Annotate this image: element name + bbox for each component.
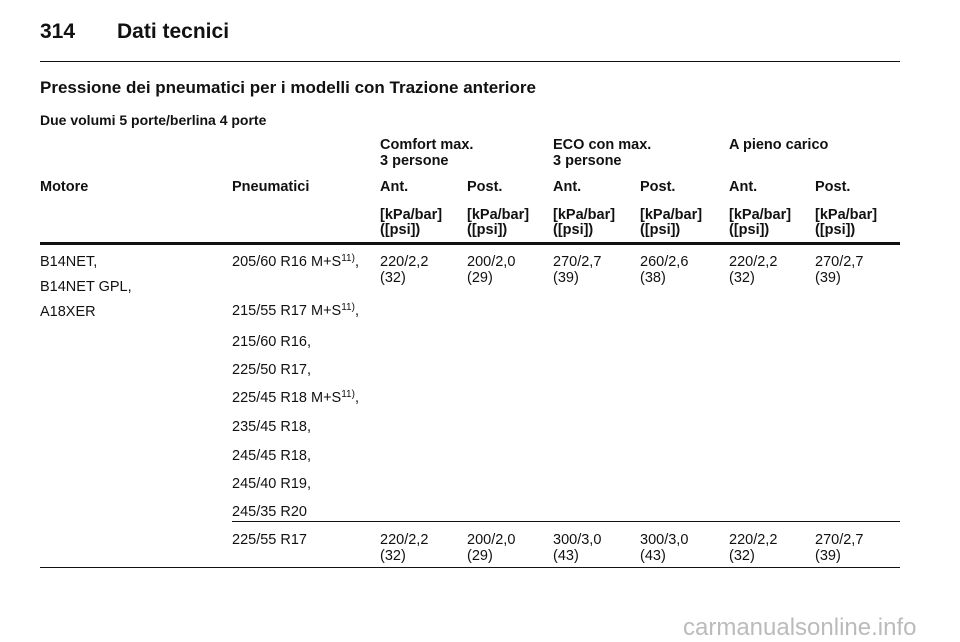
pressure-value: (32) (729, 270, 755, 286)
column-header: Post. (467, 179, 503, 195)
section-title: Pressione dei pneumatici per i modelli c… (40, 78, 536, 97)
tire-size: 225/45 R18 M+S (232, 390, 342, 406)
table-head-rule (40, 242, 900, 245)
tire: 215/55 R17 M+S11), (232, 302, 359, 320)
column-header: Post. (815, 179, 851, 195)
page-title: Dati tecnici (117, 20, 230, 43)
subtitle: Due volumi 5 porte/berlina 4 porte (40, 112, 267, 128)
pressure-value: (39) (815, 548, 841, 564)
unit-header: ([psi]) (380, 222, 421, 238)
pressure-value: (39) (815, 270, 841, 286)
pressure-value: 300/3,0 (640, 532, 689, 548)
footnote-ref: 11) (341, 389, 355, 400)
pressure-value: 260/2,6 (640, 254, 689, 270)
page-number: 314 (40, 20, 76, 43)
unit-header: [kPa/bar] (380, 207, 443, 223)
unit-header: [kPa/bar] (729, 207, 792, 223)
unit-header: [kPa/bar] (815, 207, 878, 223)
pressure-value: (32) (380, 548, 406, 564)
footnote-ref: 11) (341, 253, 355, 264)
pressure-value: (39) (553, 270, 579, 286)
tire-size: 245/40 R19, (232, 476, 312, 492)
group-header: 3 persone (553, 153, 622, 169)
pressure-value: 270/2,7 (815, 254, 864, 270)
unit-header: ([psi]) (553, 222, 594, 238)
engine: B14NET, (40, 254, 98, 270)
tire-size: 215/55 R17 M+S (232, 303, 342, 319)
tire: 225/55 R17 (232, 532, 307, 548)
tire: 215/60 R16, (232, 334, 311, 350)
group-header: ECO con max. (553, 137, 652, 153)
column-header: Motore (40, 179, 89, 195)
pressure-value: (29) (467, 548, 493, 564)
column-header: Post. (640, 179, 676, 195)
table-bottom-rule (40, 567, 900, 568)
engine: B14NET GPL, (40, 279, 132, 295)
pressure-value: 270/2,7 (553, 254, 602, 270)
tire-size: 235/45 R18, (232, 419, 312, 435)
pressure-value: (32) (380, 270, 406, 286)
column-header: Pneumatici (232, 179, 310, 195)
tire: 245/35 R20 (232, 504, 307, 520)
header-rule (40, 61, 900, 62)
pressure-value: (29) (467, 270, 493, 286)
pressure-value: 220/2,2 (380, 532, 429, 548)
unit-header: [kPa/bar] (553, 207, 616, 223)
tire-size: 245/45 R18, (232, 448, 312, 464)
column-header: Ant. (729, 179, 758, 195)
unit-header: ([psi]) (640, 222, 681, 238)
pressure-value: 200/2,0 (467, 254, 516, 270)
tire: 245/45 R18, (232, 448, 311, 464)
punctuation: , (354, 303, 359, 319)
punctuation: , (354, 390, 359, 406)
column-header: Ant. (553, 179, 582, 195)
tire: 225/50 R17, (232, 362, 311, 378)
pressure-value: (38) (640, 270, 666, 286)
pressure-value: 300/3,0 (553, 532, 602, 548)
pressure-value: (43) (553, 548, 579, 564)
row-rule (232, 521, 900, 522)
pressure-value: 220/2,2 (729, 532, 778, 548)
footnote-ref: 11) (341, 302, 355, 313)
group-header: 3 persone (380, 153, 449, 169)
tire-size: 245/35 R20 (232, 504, 307, 520)
column-header: Ant. (380, 179, 409, 195)
pressure-value: 270/2,7 (815, 532, 864, 548)
tire-size: 205/60 R16 M+S (232, 254, 342, 270)
tire: 225/45 R18 M+S11), (232, 389, 359, 407)
group-header: Comfort max. (380, 137, 474, 153)
watermark: carmanualsonline.info (683, 614, 917, 641)
punctuation: , (354, 254, 359, 270)
unit-header: ([psi]) (815, 222, 856, 238)
group-header: A pieno carico (729, 137, 829, 153)
tire-size: 225/50 R17, (232, 362, 312, 378)
tire-size: 225/55 R17 (232, 532, 307, 548)
unit-header: ([psi]) (467, 222, 508, 238)
tire: 245/40 R19, (232, 476, 311, 492)
pressure-value: 200/2,0 (467, 532, 516, 548)
pressure-value: (43) (640, 548, 666, 564)
tire: 205/60 R16 M+S11), (232, 253, 359, 271)
pressure-value: 220/2,2 (380, 254, 429, 270)
pressure-value: (32) (729, 548, 755, 564)
unit-header: [kPa/bar] (467, 207, 530, 223)
engine: A18XER (40, 304, 96, 320)
tire-size: 215/60 R16, (232, 334, 312, 350)
unit-header: ([psi]) (729, 222, 770, 238)
unit-header: [kPa/bar] (640, 207, 703, 223)
tire: 235/45 R18, (232, 419, 311, 435)
pressure-value: 220/2,2 (729, 254, 778, 270)
